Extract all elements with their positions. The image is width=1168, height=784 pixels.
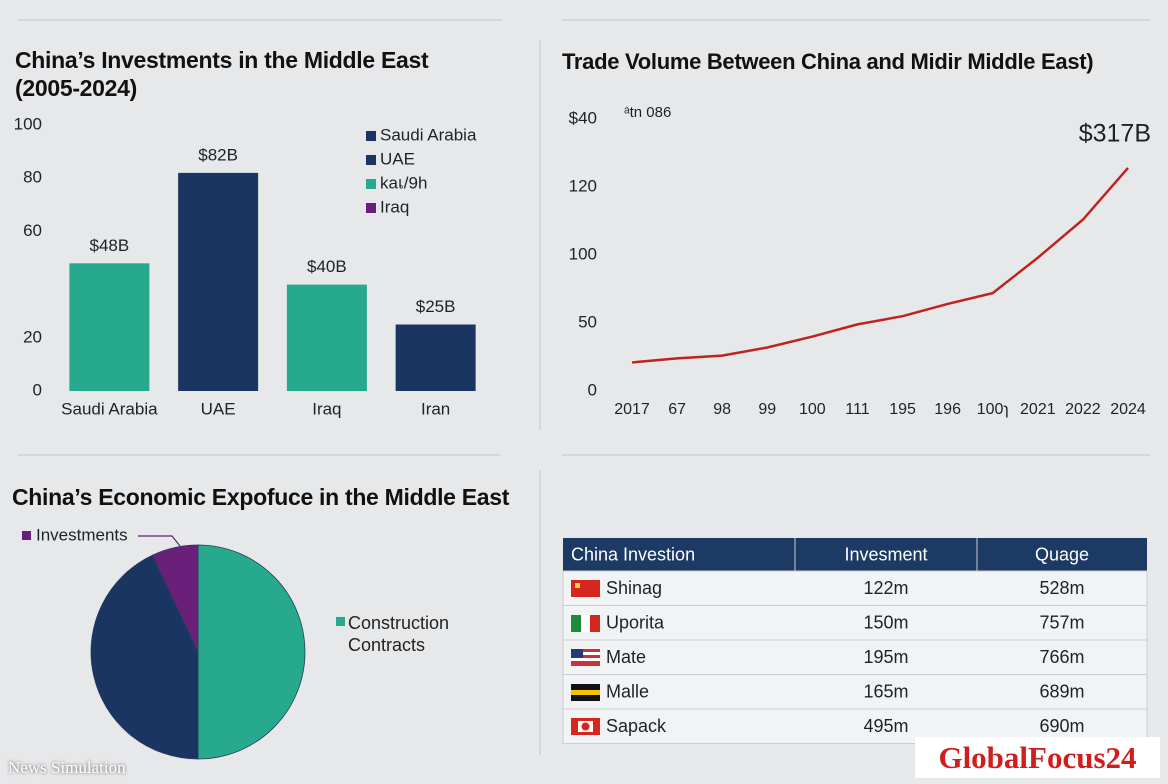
line [631, 167, 1129, 364]
y-tick-label: 120 [569, 176, 597, 195]
x-tick-label: 195 [889, 401, 916, 418]
y-tick-label: 20 [23, 327, 42, 346]
flag [571, 580, 600, 597]
bar-title: China’s Investments in the Middle East (… [15, 47, 429, 101]
y-tick-label: 50 [578, 312, 597, 331]
x-tick-label: 111 [845, 401, 869, 418]
table-cell: Mate [606, 647, 646, 667]
flag [571, 718, 600, 735]
x-tick-label: 99 [758, 401, 776, 418]
x-tick-label: 67 [668, 401, 686, 418]
legend-label: kaเ/9h [380, 173, 427, 192]
legend-label: Saudi Arabia [380, 125, 477, 144]
pie-label: Construction Contracts [348, 613, 450, 655]
x-tick-label: 2021 [1020, 401, 1056, 418]
column-header: China Investion [571, 544, 695, 564]
footer-left: News Simulation [8, 758, 126, 777]
legend-swatch [366, 155, 376, 165]
table-header [563, 538, 1147, 571]
table-cell: 495m [863, 716, 908, 736]
x-tick-label: Iraq [312, 399, 341, 418]
table-cell: Sapack [606, 716, 667, 736]
data-label: $25B [416, 297, 456, 316]
data-label: $40B [307, 257, 347, 276]
bar [395, 324, 476, 391]
footer-logo: GlobalFocus24 [915, 737, 1160, 778]
x-tick-label: 2017 [614, 401, 650, 418]
table-cell: 122m [863, 578, 908, 598]
leader-line [138, 535, 181, 547]
column-header: Invesment [844, 544, 927, 564]
y-tick-label: 100 [569, 244, 597, 263]
column-header: Quage [1035, 544, 1089, 564]
table-cell: Malle [606, 682, 649, 702]
x-tick-label: 2022 [1065, 401, 1101, 418]
flags [571, 580, 600, 735]
pie-label: Investments [36, 525, 128, 544]
subtitle: ᵃtn 086 [624, 104, 671, 121]
legend-swatch [366, 131, 376, 141]
y-tick-label: 0 [588, 380, 597, 399]
x-tick-label: 2024 [1110, 401, 1146, 418]
table-row [562, 674, 1148, 710]
x-tick-label: 98 [713, 401, 731, 418]
y-tick-label: 100 [14, 114, 42, 133]
x-tick-label: UAE [201, 399, 236, 418]
y-tick-label: 80 [23, 168, 42, 187]
y-tick-label: 0 [33, 380, 42, 399]
pie-slice [197, 544, 306, 760]
legend-swatch [366, 203, 376, 213]
table-cell: 690m [1039, 716, 1084, 736]
data-label: $82B [198, 145, 238, 164]
pie-slice [90, 554, 199, 760]
table-cell: Shinag [606, 578, 662, 598]
legend-label: Iraq [380, 197, 409, 216]
y-tick-label: 60 [23, 221, 42, 240]
table-cell: 757m [1039, 613, 1084, 633]
x-tick-label: 196 [934, 401, 961, 418]
flag [571, 684, 600, 701]
bar [178, 172, 259, 391]
bar [286, 284, 367, 391]
pie-title: China’s Economic Expofuce in the Middle … [12, 484, 510, 510]
x-tick-label: Saudi Arabia [61, 399, 158, 418]
table-cell: 528m [1039, 578, 1084, 598]
pie-slice [151, 544, 199, 653]
flag [571, 649, 600, 666]
x-tick-label: 100 [799, 401, 826, 418]
legend-label: UAE [380, 149, 415, 168]
x-tick-label: Iran [421, 399, 450, 418]
bar [69, 263, 150, 391]
table-cell: 165m [863, 682, 908, 702]
flag [571, 615, 600, 632]
annotation: $317B [1079, 120, 1151, 148]
table-cell: Uporita [606, 613, 665, 633]
legend-swatch [366, 179, 376, 189]
legend-swatch [336, 617, 345, 626]
table-cell: 689m [1039, 682, 1084, 702]
table-cell: 766m [1039, 647, 1084, 667]
dividers [18, 19, 1150, 755]
y-tick-label: $40 [569, 108, 597, 127]
legend-swatch [22, 531, 31, 540]
line-title: Trade Volume Between China and Midir Mid… [562, 49, 1094, 74]
table-cell: 195m [863, 647, 908, 667]
data-label: $48B [90, 236, 130, 255]
table-cell: 150m [863, 613, 908, 633]
x-tick-label: 100ɿ [977, 401, 1009, 418]
